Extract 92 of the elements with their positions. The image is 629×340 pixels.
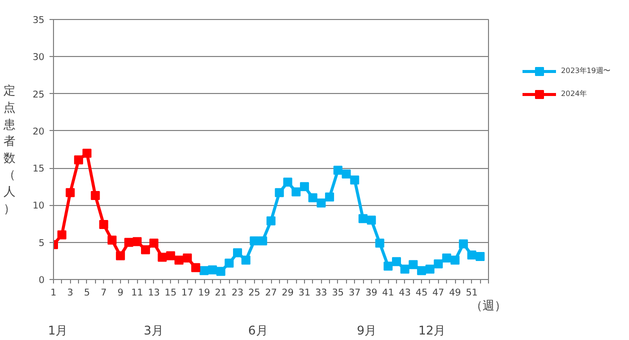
point bbox=[74, 155, 84, 164]
x-tick-label: 29 bbox=[282, 288, 294, 298]
x-tick-label: 49 bbox=[449, 288, 462, 298]
y-tick-label: 30 bbox=[32, 52, 45, 64]
point bbox=[224, 258, 234, 268]
x-tick-label: 17 bbox=[181, 288, 194, 298]
point bbox=[250, 236, 259, 246]
point bbox=[342, 170, 351, 179]
point bbox=[375, 238, 384, 248]
point bbox=[216, 266, 226, 276]
point bbox=[417, 266, 426, 276]
point bbox=[366, 216, 376, 225]
x-tick-label: 5 bbox=[84, 288, 90, 298]
x-axis-title: （週） bbox=[470, 298, 506, 312]
text: 9月 bbox=[356, 324, 377, 338]
x-tick-label: 13 bbox=[148, 288, 160, 298]
x-tick-label: 47 bbox=[432, 288, 444, 298]
point bbox=[392, 257, 401, 266]
x-tick-label: 37 bbox=[348, 288, 361, 298]
point bbox=[358, 214, 368, 224]
point bbox=[300, 182, 309, 192]
point bbox=[408, 260, 418, 270]
y-tick-label: 25 bbox=[32, 89, 45, 100]
x-tick-label: 31 bbox=[298, 288, 310, 298]
point bbox=[149, 238, 158, 248]
point bbox=[191, 263, 200, 272]
text: 6月 bbox=[248, 324, 268, 338]
point bbox=[182, 253, 192, 262]
point bbox=[476, 252, 485, 261]
point bbox=[233, 248, 242, 258]
point bbox=[258, 236, 268, 246]
x-tick-label: 35 bbox=[332, 288, 344, 298]
x-tick-label: 45 bbox=[416, 288, 428, 298]
point bbox=[200, 266, 209, 276]
x-tick-label: 43 bbox=[398, 288, 411, 298]
x-tick-label: 51 bbox=[466, 288, 478, 298]
y-tick-label: 5 bbox=[38, 238, 45, 249]
point bbox=[325, 192, 334, 202]
point bbox=[241, 256, 250, 265]
x-tick-label: 9 bbox=[117, 288, 124, 298]
point bbox=[425, 264, 434, 274]
point bbox=[292, 187, 301, 196]
point bbox=[124, 238, 134, 247]
text: 1月 bbox=[48, 324, 68, 338]
point bbox=[434, 259, 443, 268]
point bbox=[90, 191, 100, 200]
y-tick-label: 10 bbox=[32, 200, 45, 212]
x-tick-label: 21 bbox=[214, 288, 227, 298]
point bbox=[116, 251, 125, 260]
y-tick-label: 15 bbox=[32, 164, 45, 175]
x-tick-label: 7 bbox=[100, 288, 107, 298]
point bbox=[166, 251, 176, 260]
point bbox=[174, 256, 184, 265]
point bbox=[316, 198, 326, 208]
point bbox=[283, 178, 292, 187]
x-tick-label: 3 bbox=[67, 288, 74, 298]
point bbox=[108, 236, 117, 245]
point bbox=[274, 188, 284, 198]
point bbox=[57, 230, 66, 240]
x-tick-label: 27 bbox=[265, 288, 277, 298]
x-tick-label: 1 bbox=[50, 288, 57, 298]
x-tick-label: 25 bbox=[248, 288, 260, 298]
point bbox=[333, 166, 342, 175]
x-tick-label: 11 bbox=[131, 288, 144, 298]
text: 3月 bbox=[144, 324, 164, 338]
point bbox=[450, 256, 460, 265]
point bbox=[384, 262, 393, 271]
point bbox=[467, 250, 476, 260]
x-tick-label: 41 bbox=[382, 288, 394, 298]
y-axis-title: 定点患者数（人） bbox=[2, 84, 16, 216]
point bbox=[99, 220, 108, 230]
point bbox=[458, 239, 468, 248]
y-tick-label: 20 bbox=[32, 126, 45, 138]
point bbox=[400, 264, 410, 274]
point bbox=[266, 216, 276, 226]
point bbox=[141, 245, 150, 254]
x-tick-label: 15 bbox=[164, 288, 177, 298]
text: 12月 bbox=[418, 324, 446, 338]
y-tick-label: 0 bbox=[38, 275, 45, 286]
point bbox=[132, 237, 142, 246]
point bbox=[350, 175, 360, 184]
point bbox=[442, 253, 452, 262]
x-tick-label: 19 bbox=[198, 288, 210, 298]
point bbox=[208, 265, 217, 274]
x-tick-label: 23 bbox=[232, 288, 244, 298]
point bbox=[308, 193, 318, 202]
x-tick-label: 39 bbox=[365, 288, 378, 298]
point bbox=[158, 252, 167, 262]
point bbox=[82, 148, 92, 158]
x-tick-label: 33 bbox=[315, 288, 328, 298]
y-tick-label: 35 bbox=[32, 15, 45, 26]
point bbox=[66, 188, 75, 198]
